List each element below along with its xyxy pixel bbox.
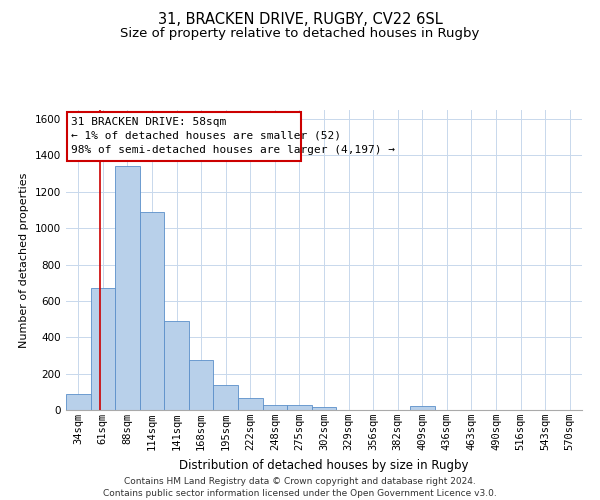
Bar xyxy=(287,404,312,410)
Text: 31, BRACKEN DRIVE, RUGBY, CV22 6SL: 31, BRACKEN DRIVE, RUGBY, CV22 6SL xyxy=(158,12,442,28)
Bar xyxy=(214,386,238,410)
Bar xyxy=(189,360,214,410)
Text: Contains HM Land Registry data © Crown copyright and database right 2024.
Contai: Contains HM Land Registry data © Crown c… xyxy=(103,476,497,498)
Text: 31 BRACKEN DRIVE: 58sqm: 31 BRACKEN DRIVE: 58sqm xyxy=(71,118,226,128)
Bar xyxy=(115,166,140,410)
X-axis label: Distribution of detached houses by size in Rugby: Distribution of detached houses by size … xyxy=(179,458,469,471)
FancyBboxPatch shape xyxy=(67,112,301,161)
Bar xyxy=(164,321,189,410)
Text: Size of property relative to detached houses in Rugby: Size of property relative to detached ho… xyxy=(121,28,479,40)
Bar xyxy=(140,212,164,410)
Bar xyxy=(312,408,336,410)
Bar xyxy=(66,394,91,410)
Text: ← 1% of detached houses are smaller (52): ← 1% of detached houses are smaller (52) xyxy=(71,131,341,141)
Bar xyxy=(263,404,287,410)
Bar xyxy=(410,406,434,410)
Bar xyxy=(238,398,263,410)
Text: 98% of semi-detached houses are larger (4,197) →: 98% of semi-detached houses are larger (… xyxy=(71,144,395,154)
Bar xyxy=(91,288,115,410)
Y-axis label: Number of detached properties: Number of detached properties xyxy=(19,172,29,348)
